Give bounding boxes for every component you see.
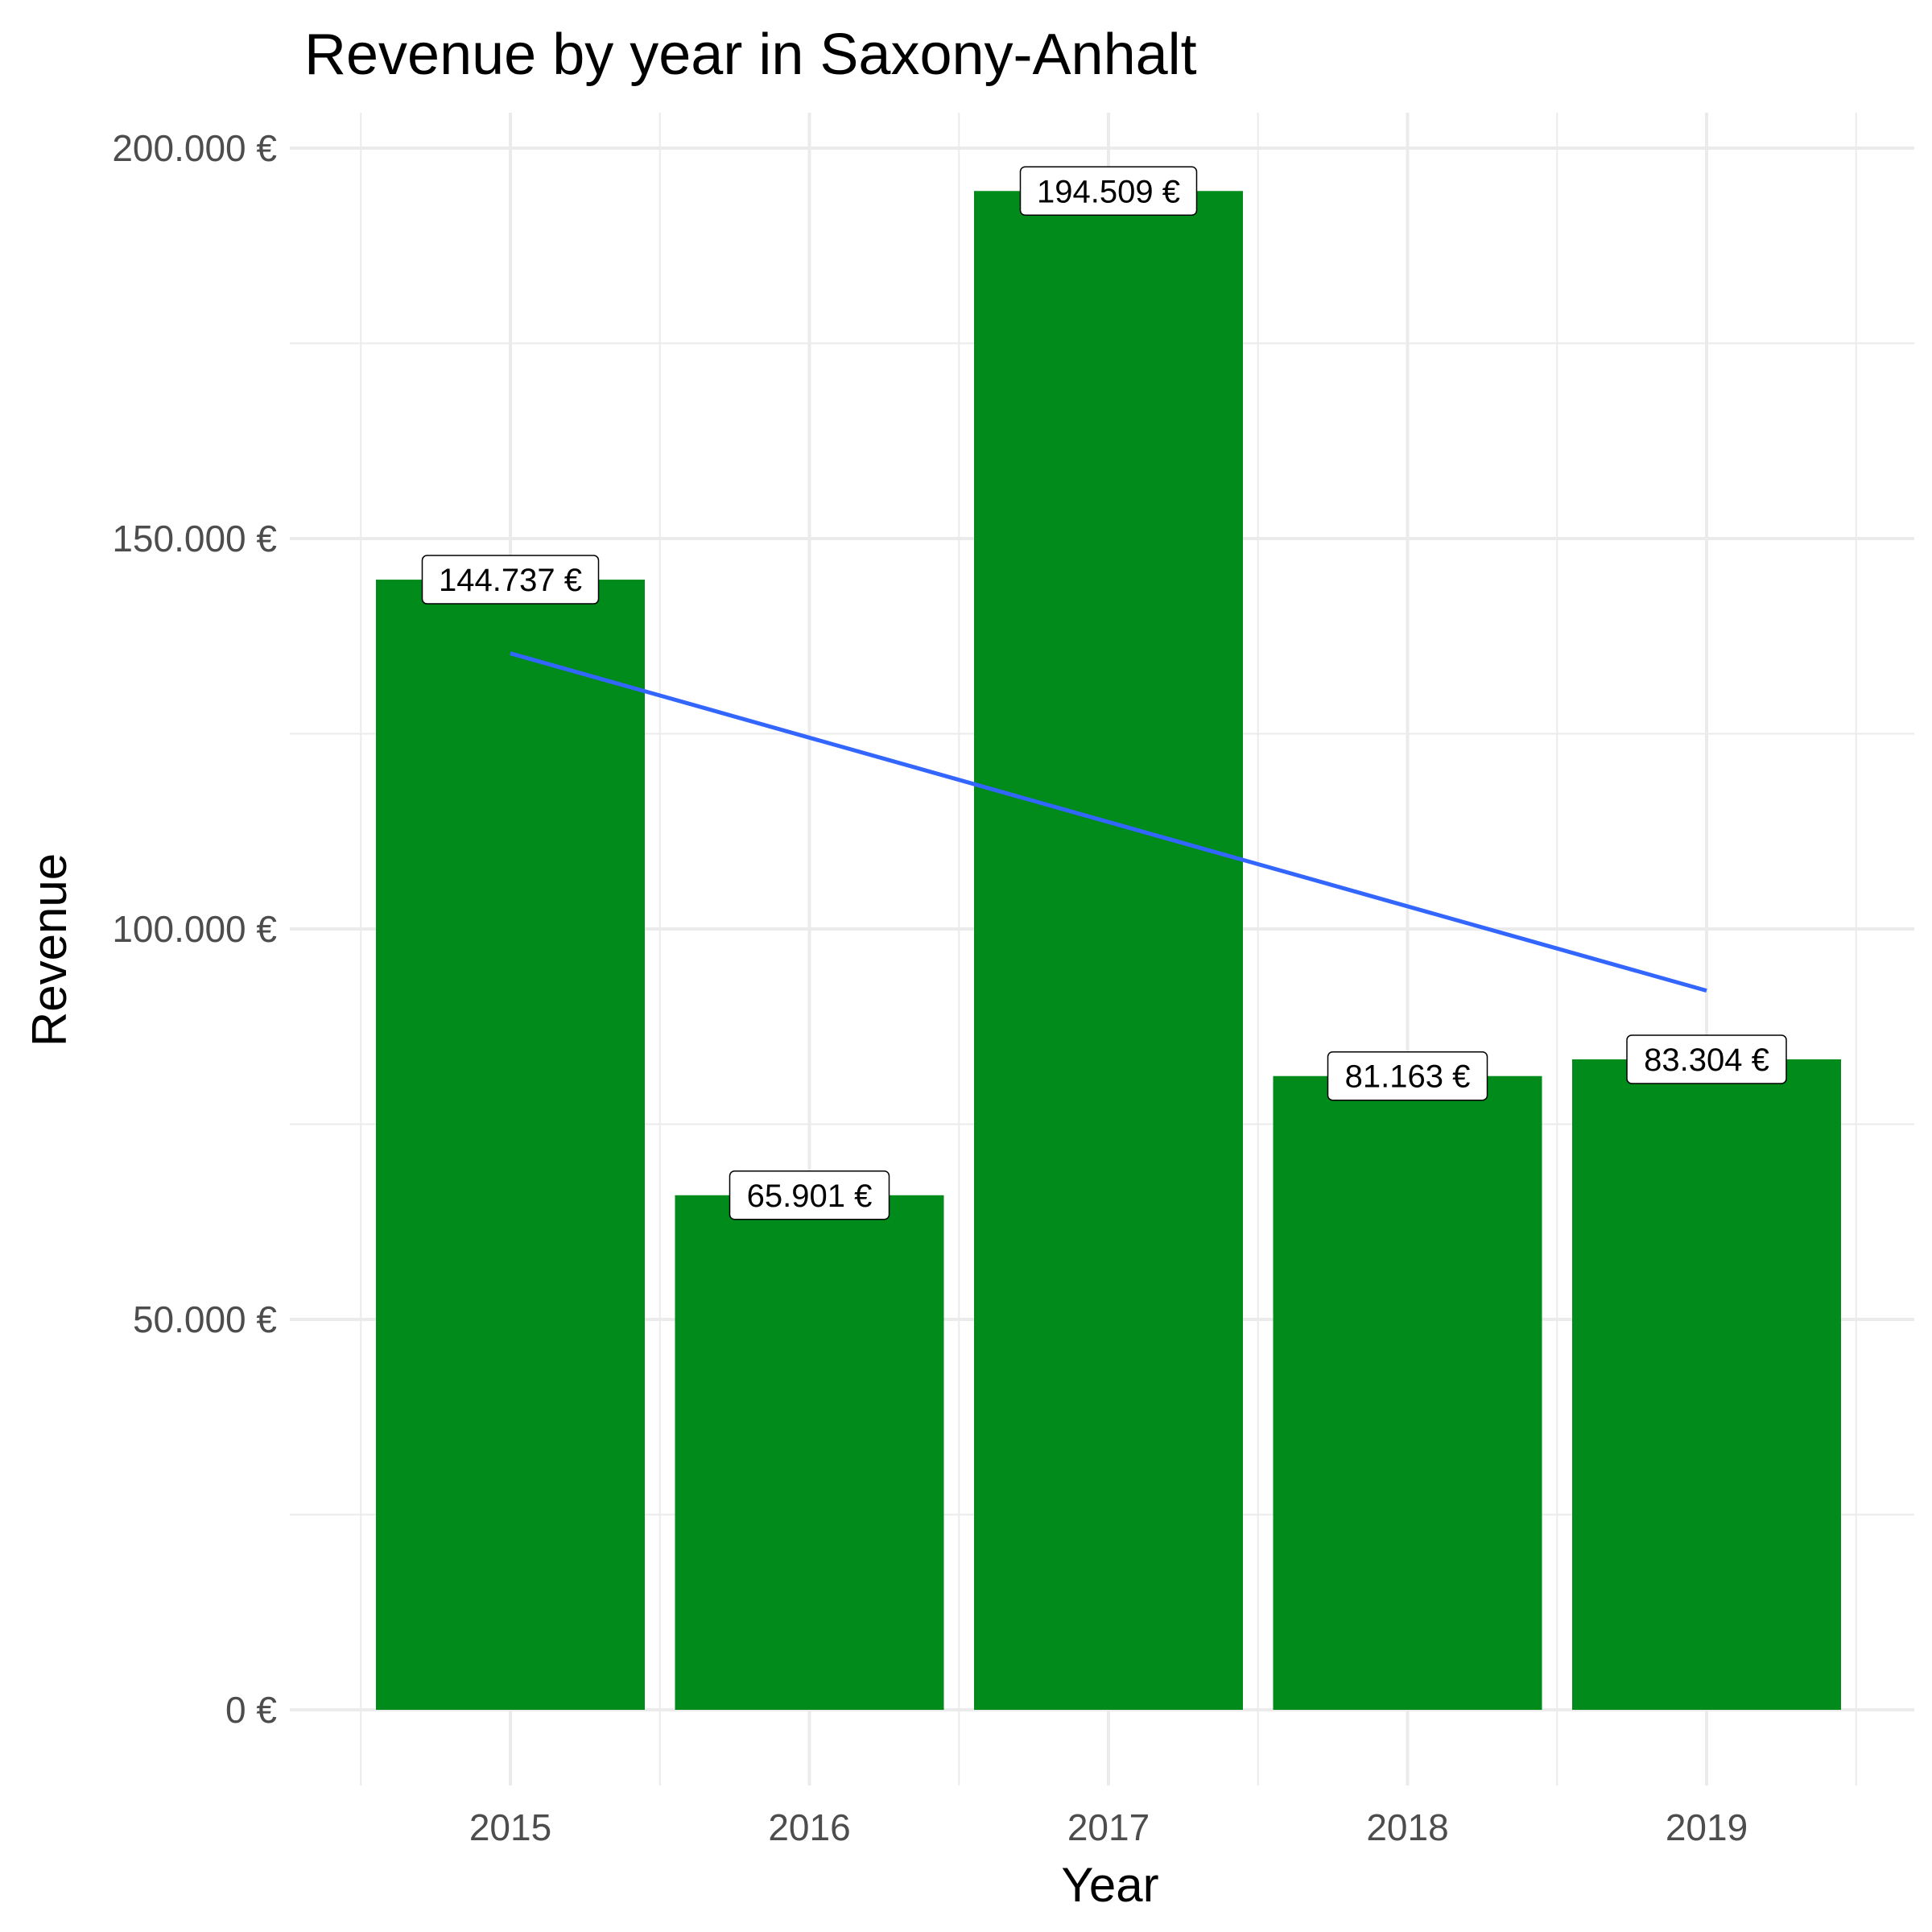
data-label-box bbox=[1626, 1034, 1787, 1084]
x-axis-title: Year bbox=[1061, 1858, 1158, 1912]
data-label-2016: 65.901 € bbox=[729, 1170, 890, 1220]
bar-2018 bbox=[1273, 1075, 1542, 1710]
data-label-text: 81.163 € bbox=[1345, 1059, 1471, 1095]
data-labels: 144.737 € 65.901 € 194.509 € 81.163 € 83.304… bbox=[421, 166, 1787, 1220]
data-label-2015: 144.737 € bbox=[421, 555, 600, 605]
y-tick-label: 200.000 € bbox=[112, 127, 277, 169]
data-label-box bbox=[421, 555, 600, 605]
x-tick-label: 2016 bbox=[768, 1806, 850, 1848]
y-tick-label: 150.000 € bbox=[112, 518, 277, 559]
data-label-text: 144.737 € bbox=[439, 563, 582, 598]
data-label-text: 194.509 € bbox=[1037, 174, 1180, 209]
data-label-box bbox=[1327, 1051, 1488, 1101]
bars bbox=[376, 191, 1841, 1711]
data-label-box bbox=[729, 1170, 890, 1220]
y-tick-label: 0 € bbox=[225, 1689, 277, 1731]
y-axis-ticks: 0 € 50.000 € 100.000 € 150.000 € 200.000 € bbox=[112, 127, 277, 1731]
data-label-2017: 194.509 € bbox=[1019, 166, 1198, 217]
trend-line bbox=[510, 651, 1707, 993]
y-axis-title: Revenue bbox=[23, 853, 76, 1046]
data-label-text: 83.304 € bbox=[1644, 1042, 1769, 1078]
bar-2017 bbox=[974, 191, 1243, 1710]
x-tick-label: 2017 bbox=[1067, 1806, 1150, 1848]
bar-2019 bbox=[1572, 1059, 1841, 1710]
y-tick-label: 50.000 € bbox=[133, 1298, 277, 1340]
bar-2015 bbox=[376, 580, 645, 1711]
y-tick-label: 100.000 € bbox=[112, 908, 277, 950]
x-axis-ticks: 2015 2016 2017 2018 2019 bbox=[469, 1806, 1748, 1848]
x-tick-label: 2018 bbox=[1366, 1806, 1448, 1848]
bar-2016 bbox=[675, 1195, 944, 1710]
data-label-text: 65.901 € bbox=[747, 1179, 873, 1214]
data-label-2018: 81.163 € bbox=[1327, 1051, 1488, 1101]
data-label-2019: 83.304 € bbox=[1626, 1034, 1787, 1084]
data-label-box bbox=[1019, 166, 1198, 217]
x-tick-label: 2015 bbox=[469, 1806, 551, 1848]
x-tick-label: 2019 bbox=[1666, 1806, 1748, 1848]
chart-title: Revenue by year in Saxony-Anhalt bbox=[304, 23, 1197, 87]
trend-line-group bbox=[510, 651, 1707, 993]
